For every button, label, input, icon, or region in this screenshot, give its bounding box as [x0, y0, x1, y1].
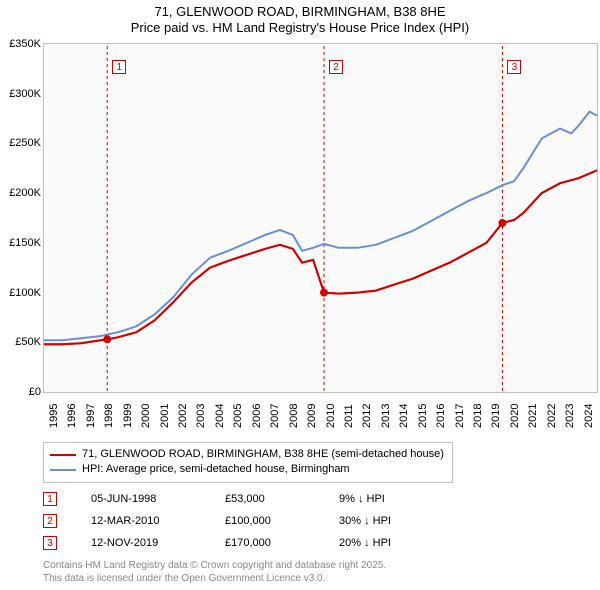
chart-title: 71, GLENWOOD ROAD, BIRMINGHAM, B38 8HE P… — [0, 0, 600, 37]
x-tick-label: 2010 — [325, 410, 337, 428]
event-date: 05-JUN-1998 — [91, 493, 211, 505]
plot: £0£50K£100K£150K£200K£250K£300K£350K1995… — [43, 43, 598, 393]
x-tick-label: 2003 — [195, 410, 207, 428]
x-tick-label: 2022 — [546, 410, 558, 428]
x-tick-label: 1995 — [48, 410, 60, 428]
x-tick-label: 2024 — [583, 410, 595, 428]
series-hpi — [44, 112, 597, 341]
x-tick-label: 2016 — [435, 410, 447, 428]
legend-label: 71, GLENWOOD ROAD, BIRMINGHAM, B38 8HE (… — [82, 447, 444, 462]
x-tick-label: 2012 — [361, 410, 373, 428]
legend-swatch — [50, 454, 76, 456]
event-price: £53,000 — [225, 493, 325, 505]
y-tick-label: £150K — [1, 237, 41, 249]
event-price: £170,000 — [225, 537, 325, 549]
attribution-line2: This data is licensed under the Open Gov… — [43, 573, 386, 586]
x-tick-label: 2008 — [288, 410, 300, 428]
event-diff: 9% ↓ HPI — [339, 493, 385, 505]
sale-dot — [498, 219, 506, 227]
legend-item: HPI: Average price, semi-detached house,… — [50, 462, 446, 477]
event-number: 3 — [43, 536, 57, 550]
event-row: 3 12-NOV-2019 £170,000 20% ↓ HPI — [43, 532, 391, 554]
x-tick-label: 2013 — [380, 410, 392, 428]
x-tick-label: 1996 — [66, 410, 78, 428]
x-tick-label: 2004 — [214, 410, 226, 428]
x-tick-label: 2002 — [177, 410, 189, 428]
y-tick-label: £100K — [1, 287, 41, 299]
x-tick-label: 2011 — [343, 410, 355, 428]
x-tick-label: 2007 — [269, 410, 281, 428]
legend-label: HPI: Average price, semi-detached house,… — [82, 462, 350, 477]
title-line2: Price paid vs. HM Land Registry's House … — [0, 20, 600, 36]
event-price: £100,000 — [225, 515, 325, 527]
x-tick-label: 2001 — [159, 410, 171, 428]
x-tick-label: 2015 — [417, 410, 429, 428]
y-tick-label: £200K — [1, 187, 41, 199]
x-tick-label: 2017 — [454, 410, 466, 428]
attribution: Contains HM Land Registry data © Crown c… — [43, 560, 386, 585]
x-tick-label: 2023 — [564, 410, 576, 428]
legend: 71, GLENWOOD ROAD, BIRMINGHAM, B38 8HE (… — [43, 442, 453, 483]
attribution-line1: Contains HM Land Registry data © Crown c… — [43, 560, 386, 573]
x-tick-label: 1997 — [85, 410, 97, 428]
x-tick-label: 2018 — [472, 410, 484, 428]
plot-svg — [44, 44, 597, 392]
x-tick-label: 1999 — [122, 410, 134, 428]
event-marker: 1 — [112, 60, 126, 74]
event-diff: 20% ↓ HPI — [339, 537, 391, 549]
title-line1: 71, GLENWOOD ROAD, BIRMINGHAM, B38 8HE — [0, 4, 600, 20]
x-tick-label: 2020 — [509, 410, 521, 428]
x-tick-label: 2019 — [490, 410, 502, 428]
legend-item: 71, GLENWOOD ROAD, BIRMINGHAM, B38 8HE (… — [50, 447, 446, 462]
x-tick-label: 2005 — [232, 410, 244, 428]
event-diff: 30% ↓ HPI — [339, 515, 391, 527]
y-tick-label: £350K — [1, 38, 41, 50]
event-date: 12-NOV-2019 — [91, 537, 211, 549]
event-date: 12-MAR-2010 — [91, 515, 211, 527]
event-list: 1 05-JUN-1998 £53,000 9% ↓ HPI 2 12-MAR-2010 £… — [43, 488, 391, 554]
x-tick-label: 2009 — [306, 410, 318, 428]
x-tick-label: 1998 — [103, 410, 115, 428]
event-marker: 3 — [507, 60, 521, 74]
event-marker: 2 — [329, 60, 343, 74]
series-price_paid — [44, 170, 597, 344]
y-tick-label: £0 — [1, 386, 41, 398]
x-tick-label: 2014 — [398, 410, 410, 428]
event-number: 2 — [43, 514, 57, 528]
sale-dot — [320, 289, 328, 297]
y-tick-label: £50K — [1, 336, 41, 348]
sale-dot — [103, 335, 111, 343]
x-tick-label: 2000 — [140, 410, 152, 428]
event-row: 2 12-MAR-2010 £100,000 30% ↓ HPI — [43, 510, 391, 532]
x-tick-label: 2006 — [251, 410, 263, 428]
x-tick-label: 2021 — [527, 410, 539, 428]
legend-swatch — [50, 469, 76, 471]
event-row: 1 05-JUN-1998 £53,000 9% ↓ HPI — [43, 488, 391, 510]
event-number: 1 — [43, 492, 57, 506]
y-tick-label: £250K — [1, 137, 41, 149]
y-tick-label: £300K — [1, 88, 41, 100]
chart-area: £0 £50K £100K £150K £200K £250K £300K £350K 1995… — [0, 38, 600, 438]
